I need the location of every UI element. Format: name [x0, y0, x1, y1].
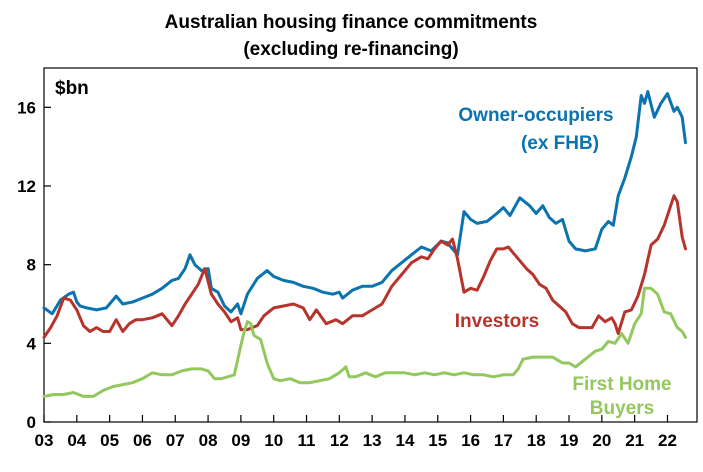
x-tick-label: 14 — [395, 431, 414, 450]
y-tick-label: 0 — [27, 413, 36, 432]
plot-border — [43, 67, 698, 423]
series-label-2-line-1: Buyers — [590, 398, 654, 419]
series-label-1-line-0: Investors — [455, 311, 539, 332]
x-tick-label: 04 — [67, 431, 86, 450]
unit-label: $bn — [55, 78, 89, 99]
x-tick-label: 08 — [199, 431, 218, 450]
x-tick-label: 09 — [231, 431, 250, 450]
chart-title-line-1: Australian housing finance commitments — [165, 12, 538, 33]
plot-frame — [43, 67, 698, 423]
x-tick-label: 13 — [363, 431, 382, 450]
series-label-0-line-1: (ex FHB) — [521, 133, 599, 154]
x-tick-label: 03 — [35, 431, 54, 450]
y-tick-label: 12 — [17, 177, 36, 196]
x-axis: 03 04 05 06 07 08 09 10 11 12 13 14 15 16 17 18 19 20 21 22 — [35, 415, 677, 450]
x-tick-label: 18 — [527, 431, 546, 450]
x-tick-label: 10 — [264, 431, 283, 450]
x-tick-label: 15 — [428, 431, 447, 450]
y-tick-label: 16 — [17, 98, 36, 117]
series-label-2-line-0: First Home — [572, 374, 671, 395]
y-tick-label: 4 — [27, 334, 37, 353]
x-tick-label: 11 — [298, 431, 316, 450]
x-tick-label: 19 — [560, 431, 579, 450]
series-label-0-line-0: Owner-occupiers — [458, 105, 613, 126]
series-line-2 — [42, 286, 687, 398]
x-tick-label: 06 — [133, 431, 152, 450]
x-tick-label: 05 — [100, 431, 119, 450]
x-tick-label: 16 — [461, 431, 480, 450]
y-axis: 0 4 8 12 16 — [17, 98, 51, 432]
y-tick-label: 8 — [27, 256, 36, 275]
x-tick-label: 12 — [330, 431, 349, 450]
series-line-0 — [42, 90, 687, 316]
x-tick-label: 17 — [494, 431, 513, 450]
series-lines — [42, 90, 687, 398]
x-tick-label: 20 — [592, 431, 611, 450]
x-tick-label: 21 — [625, 431, 644, 450]
series-line-1 — [42, 194, 687, 339]
chart-title-line-2: (excluding re-financing) — [243, 39, 458, 60]
x-tick-label: 22 — [658, 431, 677, 450]
x-tick-label: 07 — [166, 431, 185, 450]
series-labels: Owner-occupiers (ex FHB) Investors First Ho… — [455, 105, 672, 419]
